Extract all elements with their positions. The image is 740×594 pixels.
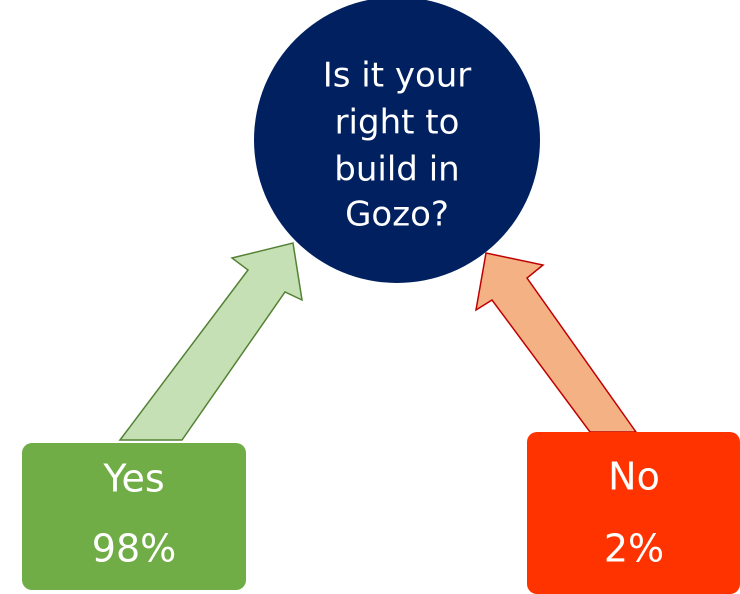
yes-box [22, 443, 246, 590]
option-value: 98% [92, 527, 176, 571]
question-circle [254, 0, 540, 283]
question-line: Gozo? [345, 195, 449, 235]
option-value: 2% [604, 527, 664, 571]
option-label: Yes [102, 457, 164, 501]
no-box [527, 432, 740, 594]
question-line: right to [335, 103, 460, 143]
question-line: build in [334, 150, 459, 190]
question-line: Is it your [323, 56, 472, 96]
option-label: No [608, 455, 660, 499]
no-arrow [474, 252, 638, 433]
yes-arrow [118, 242, 303, 441]
